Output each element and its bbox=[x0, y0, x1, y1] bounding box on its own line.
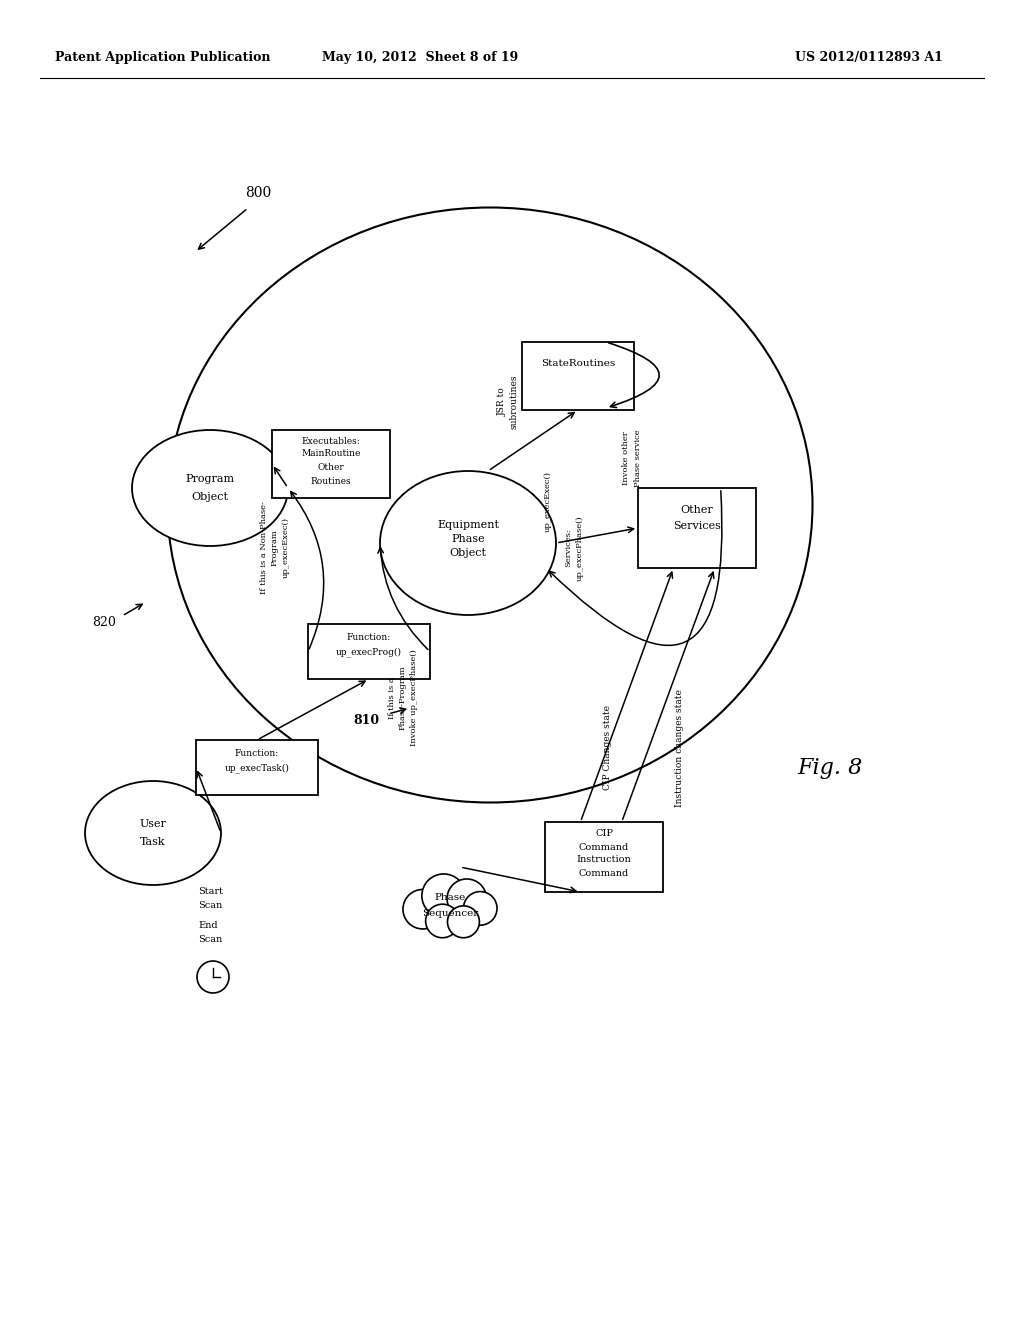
Text: Patent Application Publication: Patent Application Publication bbox=[55, 51, 270, 65]
Text: CIP Changes state: CIP Changes state bbox=[603, 705, 612, 791]
Text: User: User bbox=[139, 818, 167, 829]
Circle shape bbox=[422, 874, 466, 917]
Circle shape bbox=[447, 906, 479, 937]
Text: MainRoutine: MainRoutine bbox=[301, 450, 360, 458]
Text: Command: Command bbox=[579, 869, 629, 878]
Bar bbox=[272, 430, 390, 498]
Text: Start: Start bbox=[198, 887, 223, 896]
Text: Scan: Scan bbox=[198, 902, 222, 911]
Text: Equipment: Equipment bbox=[437, 520, 499, 531]
Text: Function:: Function: bbox=[234, 750, 280, 759]
Ellipse shape bbox=[168, 207, 812, 803]
Text: Scan: Scan bbox=[198, 936, 222, 945]
Text: Program: Program bbox=[185, 474, 234, 484]
Text: Other: Other bbox=[317, 463, 344, 473]
Ellipse shape bbox=[132, 430, 288, 546]
Ellipse shape bbox=[380, 471, 556, 615]
Text: If this is a Non-Phase-: If this is a Non-Phase- bbox=[260, 502, 268, 594]
Circle shape bbox=[447, 879, 486, 919]
Text: StateRoutines: StateRoutines bbox=[541, 359, 615, 368]
Text: Instruction changes state: Instruction changes state bbox=[676, 689, 684, 807]
Text: Function:: Function: bbox=[347, 634, 391, 643]
Text: Routines: Routines bbox=[310, 477, 351, 486]
Text: up_execProg(): up_execProg() bbox=[336, 647, 402, 657]
Text: If this is a: If this is a bbox=[388, 677, 396, 719]
Text: Phase service: Phase service bbox=[634, 429, 642, 487]
Text: US 2012/0112893 A1: US 2012/0112893 A1 bbox=[795, 51, 943, 65]
Text: 800: 800 bbox=[245, 186, 271, 201]
Text: Program: Program bbox=[271, 529, 279, 566]
Text: Task: Task bbox=[140, 837, 166, 847]
Text: Invoke other: Invoke other bbox=[622, 432, 630, 484]
Text: Executables:: Executables: bbox=[302, 437, 360, 446]
Text: up_execExec(): up_execExec() bbox=[544, 471, 552, 532]
Text: up_execExec(): up_execExec() bbox=[282, 517, 290, 578]
Bar bbox=[545, 822, 663, 892]
Bar bbox=[638, 488, 756, 568]
Text: Phase: Phase bbox=[452, 535, 484, 544]
Text: Instruction: Instruction bbox=[577, 855, 632, 865]
Text: Phase-Program: Phase-Program bbox=[399, 665, 407, 730]
Text: subroutines: subroutines bbox=[510, 375, 518, 429]
Text: 810: 810 bbox=[354, 714, 380, 726]
Bar bbox=[522, 342, 634, 411]
Text: Phase: Phase bbox=[434, 892, 466, 902]
Text: CIP: CIP bbox=[595, 829, 613, 838]
Ellipse shape bbox=[85, 781, 221, 884]
Text: May 10, 2012  Sheet 8 of 19: May 10, 2012 Sheet 8 of 19 bbox=[322, 51, 518, 65]
Text: Invoke up_execPhase(): Invoke up_execPhase() bbox=[410, 649, 418, 746]
Text: Fig. 8: Fig. 8 bbox=[798, 756, 862, 779]
Text: up_execTask(): up_execTask() bbox=[224, 763, 290, 774]
Circle shape bbox=[403, 890, 442, 929]
Bar bbox=[410, 903, 489, 928]
Text: up_execPhase(): up_execPhase() bbox=[575, 515, 584, 581]
Circle shape bbox=[197, 961, 229, 993]
Text: 820: 820 bbox=[92, 615, 116, 628]
Text: Object: Object bbox=[191, 492, 228, 502]
Text: Sequencer: Sequencer bbox=[422, 908, 478, 917]
Circle shape bbox=[464, 891, 497, 925]
Text: Other: Other bbox=[681, 506, 714, 515]
Text: Services:: Services: bbox=[564, 528, 572, 568]
Bar bbox=[196, 741, 318, 795]
Text: Object: Object bbox=[450, 548, 486, 558]
Text: Services: Services bbox=[673, 521, 721, 531]
Text: End: End bbox=[198, 921, 218, 931]
Text: Command: Command bbox=[579, 842, 629, 851]
Circle shape bbox=[426, 904, 459, 937]
Text: JSR to: JSR to bbox=[498, 388, 507, 416]
Bar bbox=[308, 624, 430, 678]
